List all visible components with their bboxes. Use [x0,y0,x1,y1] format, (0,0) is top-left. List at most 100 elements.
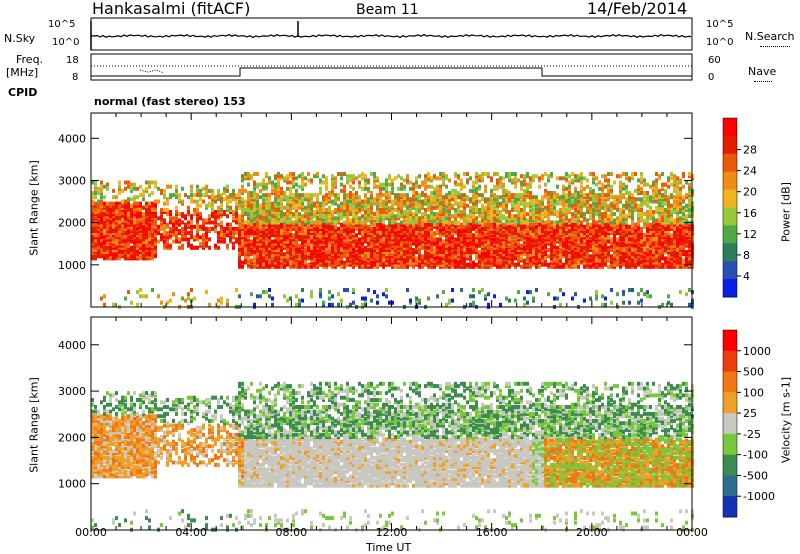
power-cell [232,195,235,200]
power-cell [568,203,571,208]
power-cell [517,250,520,255]
power-cell [262,239,265,244]
power-cell [484,231,487,236]
power-cell [595,201,598,206]
power-cell [508,210,511,214]
power-cell [439,245,442,250]
power-cell [598,226,601,231]
power-cell [370,222,373,227]
freq-right-tick-top: 60 [708,55,721,66]
power-cell [253,180,256,185]
power-cell [127,252,130,257]
power-cell [247,197,250,202]
power-cell [292,264,295,269]
power-cell [571,229,574,233]
power-cell [409,256,412,261]
power-cell [343,229,346,233]
power-cell [397,193,400,198]
power-cell [298,256,301,261]
power-cell [430,245,433,250]
power-cell [592,245,595,250]
power-cell [346,199,349,204]
power-cell [556,235,559,240]
power-cell [214,216,217,221]
power-cell [346,250,349,255]
power-cell [370,216,373,221]
power-cell [268,224,271,229]
power-cell [553,262,556,267]
power-cell [589,205,592,210]
power-cell [97,250,100,255]
power-cell [397,207,400,212]
power-cell [463,245,466,250]
power-cell [295,258,298,263]
power-cell [196,203,199,208]
power-cell [565,203,568,208]
power-cell [346,226,349,231]
power-cell [283,256,286,261]
power-cell [319,229,322,233]
power-cell [385,199,388,204]
power-cell [481,172,484,176]
power-cell [268,218,271,223]
power-cell [361,262,364,267]
power-cell [187,220,190,225]
power-cell [199,226,202,231]
power-cell [580,245,583,250]
power-cell [379,218,382,223]
power-cell [550,241,553,246]
power-cell [376,229,379,233]
power-cell [367,210,370,214]
power-cell [439,218,442,223]
power-cell [556,237,559,242]
power-cell [604,212,607,217]
power-cell [331,262,334,267]
power-cell [571,239,574,244]
power-cell [289,218,292,223]
power-cell [214,243,217,248]
power-cell [445,243,448,248]
power-cell [529,176,532,181]
power-cell [442,214,445,219]
power-cell [103,294,106,299]
power-cell [346,231,349,236]
power-cell [397,186,400,191]
power-cell [379,186,382,191]
power-cell [241,260,244,265]
power-cell [481,252,484,257]
power-cell [385,245,388,250]
power-cell [490,252,493,257]
power-cell [529,226,532,231]
power-cell [526,212,529,217]
power-cell [481,178,484,183]
power-cell [523,262,526,267]
power-cell [169,212,172,217]
power-cell [355,237,358,242]
power-cell [598,260,601,265]
power-cell [331,250,334,255]
power-cell [337,292,340,297]
power-cell [304,260,307,265]
power-cell [214,245,217,250]
power-cell [592,176,595,181]
power-cell [454,231,457,236]
power-cell [376,235,379,240]
power-cell [277,186,280,191]
power-cell [523,205,526,210]
power-cell [154,214,157,219]
power-cell [247,256,250,261]
power-cell [352,258,355,263]
power-cell [118,248,121,252]
power-cell [517,262,520,267]
power-cell [409,235,412,240]
power-cell [307,199,310,204]
power-cell [298,220,301,225]
power-cell [325,178,328,183]
power-cell [442,248,445,252]
power-cell [589,260,592,265]
power-cell [400,254,403,259]
power-cell [280,262,283,267]
power-cell [589,254,592,259]
power-cell [580,250,583,255]
power-cell [316,222,319,227]
